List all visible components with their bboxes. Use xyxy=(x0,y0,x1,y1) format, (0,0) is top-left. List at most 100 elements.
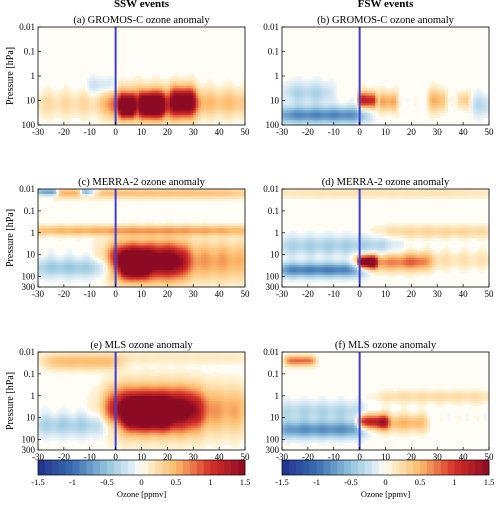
heatmap-cell xyxy=(120,247,124,251)
heatmap-cell xyxy=(107,262,111,266)
heatmap-cell xyxy=(177,284,181,288)
heatmap-cell xyxy=(232,198,235,202)
heatmap-cell xyxy=(50,110,54,114)
heatmap-cell xyxy=(69,88,72,92)
heatmap-cell xyxy=(242,269,246,273)
heatmap-cell xyxy=(177,250,181,254)
heatmap-cell xyxy=(455,95,459,99)
heatmap-cell xyxy=(221,252,225,256)
heatmap-cell xyxy=(455,98,459,101)
heatmap-cell xyxy=(92,272,96,276)
heatmap-cell xyxy=(61,233,65,236)
heatmap-cell xyxy=(305,245,309,249)
heatmap-cell xyxy=(198,250,202,254)
heatmap-cell xyxy=(40,110,44,114)
heatmap-cell xyxy=(429,115,433,118)
heatmap-cell xyxy=(357,88,360,92)
heatmap-cell xyxy=(113,98,116,101)
heatmap-cell xyxy=(385,90,389,94)
heatmap-cell xyxy=(369,95,373,99)
heatmap-cell xyxy=(118,80,122,84)
heatmap-cell xyxy=(300,279,304,283)
heatmap-cell xyxy=(185,233,189,236)
heatmap-cell xyxy=(242,233,246,236)
heatmap-cell xyxy=(133,85,137,89)
heatmap-cell xyxy=(195,260,199,263)
heatmap-cell xyxy=(115,193,119,197)
heatmap-cell xyxy=(100,245,104,249)
heatmap-cell xyxy=(486,107,490,111)
heatmap-cell xyxy=(302,117,306,121)
heatmap-cell xyxy=(58,233,62,236)
heatmap-cell xyxy=(300,260,304,263)
heatmap-cell xyxy=(328,115,332,118)
heatmap-cell xyxy=(294,83,298,87)
heatmap-cell xyxy=(177,100,181,104)
heatmap-cell xyxy=(157,85,160,89)
heatmap-cell xyxy=(307,83,311,87)
heatmap-cell xyxy=(79,269,83,273)
heatmap-cell xyxy=(185,255,189,258)
heatmap-cell xyxy=(185,267,189,271)
heatmap-cell xyxy=(154,78,158,82)
heatmap-cell xyxy=(81,274,85,278)
heatmap-cell xyxy=(110,279,114,283)
heatmap-cell xyxy=(102,228,106,231)
heatmap-cell xyxy=(50,250,54,254)
heatmap-cell xyxy=(167,117,171,121)
heatmap-cell xyxy=(211,262,215,266)
heatmap-cell xyxy=(66,191,70,195)
heatmap-cell xyxy=(437,112,441,116)
heatmap-cell xyxy=(87,233,91,236)
heatmap-cell xyxy=(198,238,202,241)
heatmap-cell xyxy=(169,272,173,276)
heatmap-cell xyxy=(151,228,155,231)
heatmap-cell xyxy=(315,90,319,94)
heatmap-cell xyxy=(188,252,192,256)
heatmap-cell xyxy=(349,110,353,114)
heatmap-cell xyxy=(313,102,316,106)
heatmap-cell xyxy=(162,228,166,231)
heatmap-cell xyxy=(287,252,291,256)
heatmap-cell xyxy=(94,78,98,82)
x-tick-label: 0 xyxy=(113,289,118,299)
heatmap-cell xyxy=(242,193,246,197)
heatmap-cell xyxy=(53,105,57,109)
heatmap-cell xyxy=(45,233,49,236)
heatmap-cell xyxy=(437,88,441,92)
heatmap-cell xyxy=(221,100,225,104)
heatmap-cell xyxy=(237,257,241,261)
heatmap-cell xyxy=(323,102,327,106)
heatmap-cell xyxy=(297,76,301,79)
heatmap-cell xyxy=(45,260,49,263)
heatmap-cell xyxy=(167,225,171,229)
heatmap-cell xyxy=(87,196,91,200)
heatmap-cell xyxy=(201,120,204,123)
heatmap-cell xyxy=(325,107,329,111)
heatmap-cell xyxy=(190,269,194,273)
heatmap-cell xyxy=(206,107,210,111)
heatmap-cell xyxy=(167,189,171,192)
heatmap-cell xyxy=(92,85,96,89)
heatmap-cell xyxy=(177,112,181,116)
heatmap-cell xyxy=(432,100,436,104)
heatmap-cell xyxy=(195,93,199,96)
heatmap-cell xyxy=(292,277,296,280)
heatmap-cell xyxy=(81,93,85,96)
heatmap-cell xyxy=(58,102,62,106)
heatmap-cell xyxy=(325,117,329,121)
heatmap-cell xyxy=(211,80,215,84)
heatmap-cell xyxy=(190,189,194,192)
heatmap-cell xyxy=(457,100,461,104)
heatmap-cell xyxy=(66,196,70,200)
heatmap-cell xyxy=(58,93,62,96)
heatmap-cell xyxy=(162,78,166,82)
heatmap-cell xyxy=(284,80,288,84)
heatmap-cell xyxy=(118,117,122,121)
heatmap-cell xyxy=(239,260,243,263)
heatmap-cell xyxy=(100,98,104,101)
heatmap-cell xyxy=(167,220,171,224)
heatmap-cell xyxy=(162,240,166,244)
heatmap-cell xyxy=(364,122,368,126)
heatmap-cell xyxy=(185,228,189,231)
